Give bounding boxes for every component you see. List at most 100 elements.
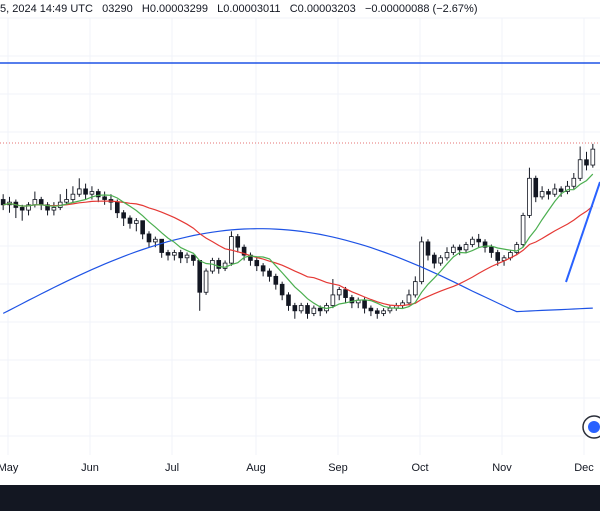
price-chart[interactable]: May Jun Jul Aug Sep Oct Nov Dec xyxy=(0,0,600,485)
candle-down xyxy=(45,204,50,211)
candle-up xyxy=(419,241,424,283)
candle-down xyxy=(305,305,310,314)
candle-up xyxy=(203,270,209,293)
candle-up xyxy=(565,185,570,192)
candle-down xyxy=(292,305,298,312)
candle-down xyxy=(546,191,551,195)
candle-up xyxy=(438,257,443,264)
candle-down xyxy=(432,254,437,264)
candle-down xyxy=(349,297,355,304)
candle-up xyxy=(330,294,336,306)
candle-down xyxy=(114,201,120,214)
change-value: −0.00000088 (−2.67%) xyxy=(364,3,478,15)
candle-down xyxy=(374,310,380,314)
candle-down xyxy=(19,207,25,211)
candle-down xyxy=(197,260,203,293)
candle-up xyxy=(172,252,177,256)
x-tick-label: Jun xyxy=(81,462,99,474)
candle-up xyxy=(571,177,577,187)
candle-up xyxy=(590,148,596,166)
x-axis: May Jun Jul Aug Sep Oct Nov Dec xyxy=(0,462,594,474)
candle-down xyxy=(267,270,272,277)
candle-up xyxy=(89,191,95,195)
x-tick-label: Jul xyxy=(165,462,179,474)
candle-up xyxy=(298,305,304,312)
candle-down xyxy=(241,246,247,256)
candle-down xyxy=(38,199,44,206)
candle-up xyxy=(444,252,450,259)
candle-up xyxy=(470,238,475,245)
bottom-toolbar xyxy=(0,485,600,511)
candle-down xyxy=(425,241,431,256)
candle-up xyxy=(552,188,558,195)
ohlc-readout: 5, 2024 14:49 UTC 03290 H0.00003299 L0.0… xyxy=(0,3,478,15)
x-tick-label: Oct xyxy=(411,462,428,474)
candle-down xyxy=(558,188,564,192)
candle-down xyxy=(317,307,323,312)
tradingview-logo-icon xyxy=(582,415,600,439)
candle-down xyxy=(235,236,241,248)
ma-slow-line xyxy=(2,228,593,314)
candle-down xyxy=(279,283,285,296)
grid-lines xyxy=(0,17,600,455)
candle-up xyxy=(406,294,412,304)
candle-up xyxy=(527,177,532,216)
candle-up xyxy=(153,238,158,243)
candle-up xyxy=(184,254,190,259)
candle-down xyxy=(146,233,152,243)
trendline-1[interactable] xyxy=(565,181,600,283)
candle-down xyxy=(584,159,589,166)
candle-up xyxy=(26,204,31,211)
candle-up xyxy=(387,307,393,312)
candle-up xyxy=(336,289,342,296)
candle-down xyxy=(159,238,164,253)
candle-down xyxy=(476,238,482,243)
open-fragment: 03290 xyxy=(102,3,133,15)
candle-up xyxy=(70,193,76,200)
candle-up xyxy=(64,199,69,203)
candle-down xyxy=(121,212,126,219)
candle-up xyxy=(381,310,386,314)
time-fragment: 5, 2024 14:49 UTC xyxy=(0,3,93,15)
candle-up xyxy=(32,199,38,206)
candle-down xyxy=(362,299,367,309)
candle-up xyxy=(51,207,57,211)
ma-mid-line xyxy=(3,200,594,307)
candle-down xyxy=(457,246,462,251)
candle-up xyxy=(463,244,469,251)
x-tick-label: Sep xyxy=(328,462,348,474)
candle-down xyxy=(343,289,348,298)
x-tick-label: Dec xyxy=(574,462,594,474)
candle-down xyxy=(216,260,222,269)
candle-up xyxy=(451,246,456,253)
candle-down xyxy=(273,275,279,285)
ma-fast-line xyxy=(3,173,594,310)
candle-down xyxy=(140,220,145,235)
candle-up xyxy=(210,260,215,272)
candle-down xyxy=(95,191,101,198)
x-tick-label: May xyxy=(0,462,19,474)
candle-up xyxy=(134,220,139,224)
candle-down xyxy=(260,265,266,272)
candle-down xyxy=(191,254,196,261)
candle-down xyxy=(368,307,374,312)
candle-up xyxy=(539,191,545,198)
candle-down xyxy=(127,217,133,224)
candle-down xyxy=(482,241,488,248)
candle-up xyxy=(311,307,317,314)
candle-down xyxy=(0,199,6,206)
x-tick-label: Aug xyxy=(246,462,266,474)
candle-down xyxy=(254,260,260,267)
close-value: C0.00003203 xyxy=(289,3,356,15)
candle-down xyxy=(495,252,501,261)
candle-down xyxy=(102,196,107,200)
candle-down xyxy=(178,252,184,259)
candle-down xyxy=(489,246,494,253)
candle-up xyxy=(577,159,583,179)
candle-down xyxy=(286,294,291,306)
candle-up xyxy=(514,244,520,253)
high-value: H0.00003299 xyxy=(141,3,208,15)
candle-down xyxy=(533,177,539,198)
candle-up xyxy=(222,262,228,269)
